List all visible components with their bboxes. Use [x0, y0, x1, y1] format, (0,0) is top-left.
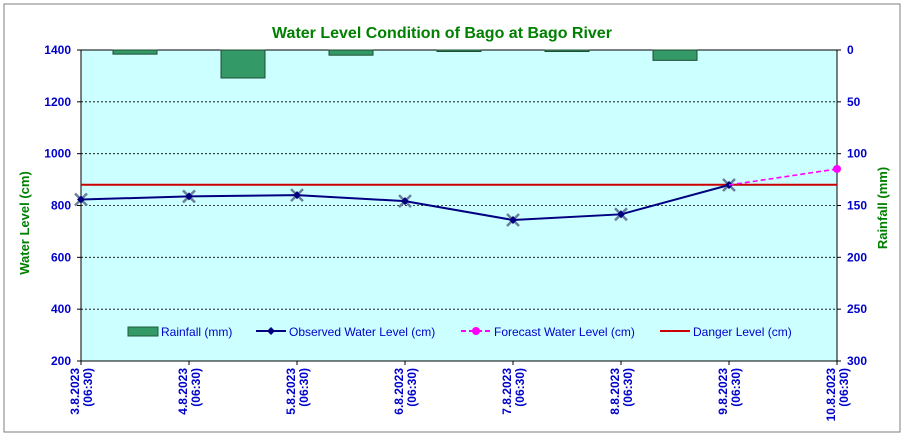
forecast-point: [833, 164, 841, 173]
observed-point: [74, 192, 88, 207]
legend-danger-label: Danger Level (cm): [693, 325, 792, 339]
x-tick-label: 3.8.2023(06:30): [68, 368, 95, 415]
legend-forecast-marker: [472, 327, 480, 335]
observed-point: [506, 213, 520, 227]
observed-water-level-series: [74, 178, 736, 227]
legend-rainfall-label: Rainfall (mm): [161, 325, 232, 339]
observed-point-marker: [77, 195, 85, 204]
legend: Rainfall (mm) Observed Water Level (cm) …: [127, 325, 792, 339]
y2-tick-label: 50: [847, 95, 861, 109]
x-tick-label: 10.8.2023(06:30): [824, 368, 851, 422]
x-tick-label: 9.8.2023(06:30): [716, 368, 743, 415]
legend-observed-marker: [267, 327, 275, 335]
y2-tick-label: 150: [847, 199, 867, 213]
gridlines: [81, 101, 837, 310]
rainfall-bar: [436, 49, 482, 52]
y-tick-label: 800: [51, 199, 71, 213]
y-tick-label: 1200: [44, 95, 71, 109]
legend-observed-label: Observed Water Level (cm): [289, 325, 435, 339]
forecast-line: [728, 168, 838, 186]
y-tick-label: 1000: [44, 147, 71, 161]
y-tick-label: 200: [51, 354, 71, 368]
observed-point: [398, 194, 412, 208]
y2-tick-label: 300: [847, 354, 867, 368]
y-tick-label: 1400: [44, 43, 71, 57]
observed-point: [614, 207, 628, 222]
y-axis-tick-labels: 200 400 600 800 1000 1200 1400: [44, 43, 81, 368]
y2-tick-label: 200: [847, 250, 867, 264]
x-axis-tick-labels: 3.8.2023(06:30) 4.8.2023(06:30) 5.8.2023(0…: [68, 361, 851, 421]
x-tick-label: 4.8.2023(06:30): [176, 368, 203, 415]
rainfall-bar: [328, 49, 374, 56]
chart-title: Water Level Condition of Bago at Bago Ri…: [272, 25, 612, 42]
y2-tick-label: 250: [847, 302, 867, 316]
observed-point: [290, 188, 304, 203]
observed-point-marker: [617, 210, 625, 219]
rainfall-bar: [652, 49, 698, 61]
observed-point-marker: [509, 216, 517, 225]
y-tick-label: 600: [51, 250, 71, 264]
x-tick-label: 6.8.2023(06:30): [392, 368, 419, 415]
observed-point-marker: [293, 191, 301, 200]
y2-axis-title: Rainfall (mm): [875, 167, 890, 249]
observed-point: [182, 189, 196, 204]
y-tick-label: 400: [51, 302, 71, 316]
y2-tick-label: 0: [847, 43, 854, 57]
forecast-water-level-series: [728, 164, 841, 186]
x-tick-label: 5.8.2023(06:30): [284, 368, 311, 415]
rainfall-bar: [544, 49, 590, 52]
legend-rainfall-swatch: [127, 326, 159, 337]
observed-point-marker: [185, 192, 193, 201]
y2-tick-label: 100: [847, 147, 867, 161]
x-tick-label: 8.8.2023(06:30): [608, 368, 635, 415]
legend-forecast-label: Forecast Water Level (cm): [494, 325, 635, 339]
observed-point-marker: [401, 197, 409, 206]
x-tick-label: 7.8.2023(06:30): [500, 368, 527, 415]
rainfall-bar: [112, 49, 158, 55]
rainfall-bars: [112, 49, 698, 79]
y-axis-title: Water Level (cm): [17, 171, 32, 275]
rainfall-bar: [220, 49, 266, 79]
y2-axis-tick-labels: 0 50 100 150 200 250 300: [837, 43, 867, 368]
